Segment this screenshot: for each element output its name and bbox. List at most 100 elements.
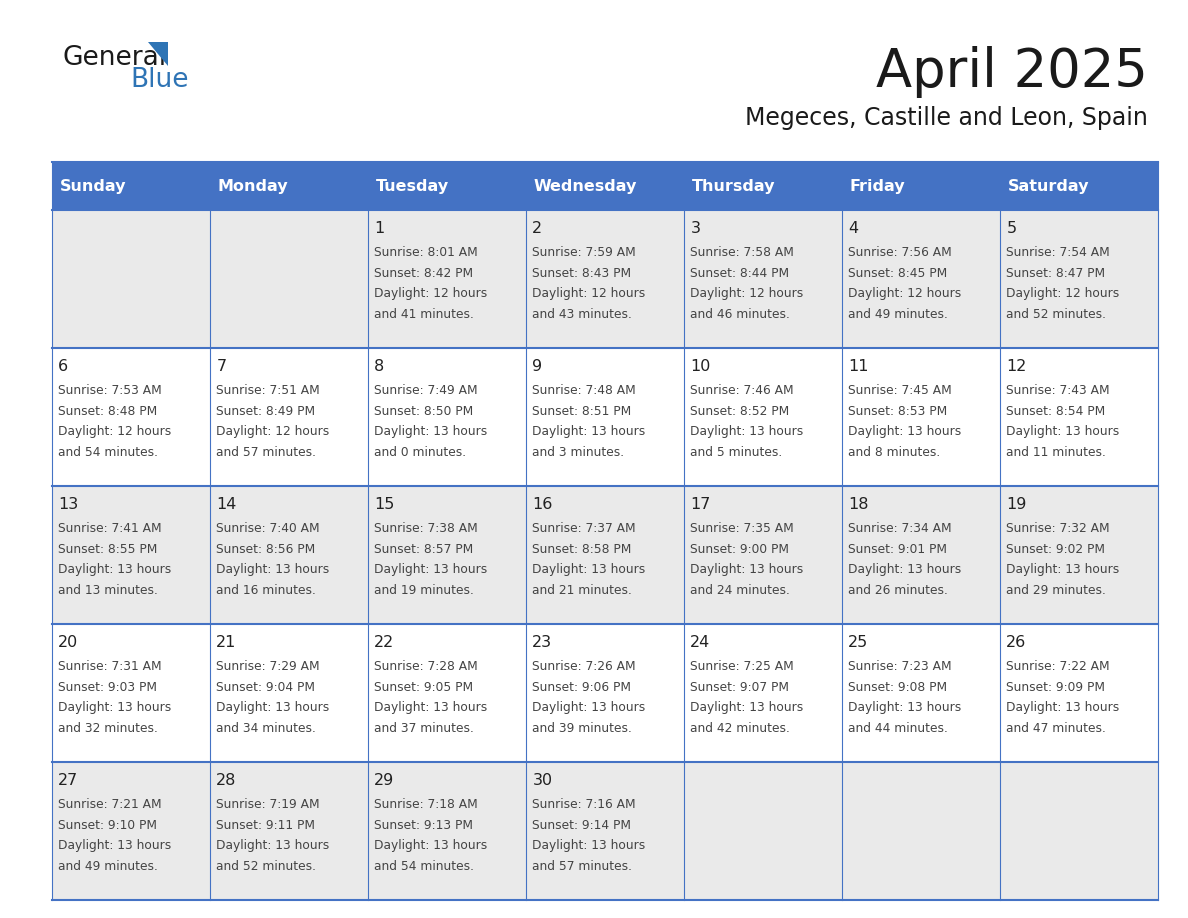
Bar <box>1000 348 1158 486</box>
Text: Sunset: 8:58 PM: Sunset: 8:58 PM <box>532 543 632 555</box>
Bar <box>526 348 684 486</box>
Text: and 19 minutes.: and 19 minutes. <box>374 584 474 597</box>
Text: and 52 minutes.: and 52 minutes. <box>1006 308 1106 321</box>
Text: 20: 20 <box>58 635 78 650</box>
Text: April 2025: April 2025 <box>876 46 1148 98</box>
Text: 4: 4 <box>848 221 859 236</box>
Bar <box>1000 210 1158 348</box>
Text: Sunset: 9:06 PM: Sunset: 9:06 PM <box>532 680 631 694</box>
Text: and 49 minutes.: and 49 minutes. <box>848 308 948 321</box>
Text: Thursday: Thursday <box>691 178 776 194</box>
Text: Sunset: 9:10 PM: Sunset: 9:10 PM <box>58 819 157 832</box>
Text: and 41 minutes.: and 41 minutes. <box>374 308 474 321</box>
Text: 23: 23 <box>532 635 552 650</box>
Text: 3: 3 <box>690 221 700 236</box>
Text: Sunset: 8:57 PM: Sunset: 8:57 PM <box>374 543 474 555</box>
Text: Sunset: 9:04 PM: Sunset: 9:04 PM <box>216 680 315 694</box>
Bar <box>684 162 842 210</box>
Text: Daylight: 13 hours: Daylight: 13 hours <box>216 701 329 714</box>
Bar <box>210 762 368 900</box>
Text: and 0 minutes.: and 0 minutes. <box>374 446 467 459</box>
Text: and 29 minutes.: and 29 minutes. <box>1006 584 1106 597</box>
Text: Friday: Friday <box>849 178 905 194</box>
Text: Daylight: 12 hours: Daylight: 12 hours <box>58 425 171 438</box>
Bar <box>368 162 526 210</box>
Text: 21: 21 <box>216 635 236 650</box>
Bar <box>1000 762 1158 900</box>
Text: Sunrise: 7:34 AM: Sunrise: 7:34 AM <box>848 521 952 535</box>
Bar <box>210 210 368 348</box>
Text: 13: 13 <box>58 497 78 512</box>
Text: Daylight: 13 hours: Daylight: 13 hours <box>374 564 487 577</box>
Bar <box>842 210 1000 348</box>
Bar <box>52 762 210 900</box>
Text: Sunrise: 7:16 AM: Sunrise: 7:16 AM <box>532 798 636 811</box>
Text: Daylight: 13 hours: Daylight: 13 hours <box>58 701 171 714</box>
Bar <box>684 762 842 900</box>
Bar <box>842 624 1000 762</box>
Text: and 54 minutes.: and 54 minutes. <box>58 446 158 459</box>
Text: Sunset: 9:01 PM: Sunset: 9:01 PM <box>848 543 947 555</box>
Text: and 44 minutes.: and 44 minutes. <box>848 722 948 735</box>
Bar <box>210 162 368 210</box>
Text: 22: 22 <box>374 635 394 650</box>
Text: 8: 8 <box>374 359 385 374</box>
Text: Daylight: 13 hours: Daylight: 13 hours <box>216 564 329 577</box>
Text: 2: 2 <box>532 221 543 236</box>
Text: Daylight: 13 hours: Daylight: 13 hours <box>848 425 961 438</box>
Text: and 24 minutes.: and 24 minutes. <box>690 584 790 597</box>
Text: 25: 25 <box>848 635 868 650</box>
Text: Saturday: Saturday <box>1007 178 1089 194</box>
Text: and 26 minutes.: and 26 minutes. <box>848 584 948 597</box>
Text: Sunrise: 7:49 AM: Sunrise: 7:49 AM <box>374 384 478 397</box>
Text: Sunset: 8:52 PM: Sunset: 8:52 PM <box>690 405 790 418</box>
Bar <box>368 486 526 624</box>
Text: Daylight: 12 hours: Daylight: 12 hours <box>216 425 329 438</box>
Text: Sunset: 8:51 PM: Sunset: 8:51 PM <box>532 405 632 418</box>
Bar <box>52 486 210 624</box>
Bar <box>526 162 684 210</box>
Text: Sunday: Sunday <box>59 178 126 194</box>
Bar <box>210 624 368 762</box>
Bar <box>368 210 526 348</box>
Text: Daylight: 13 hours: Daylight: 13 hours <box>690 701 803 714</box>
Text: Daylight: 12 hours: Daylight: 12 hours <box>532 287 645 300</box>
Text: Daylight: 13 hours: Daylight: 13 hours <box>58 564 171 577</box>
Text: and 47 minutes.: and 47 minutes. <box>1006 722 1106 735</box>
Text: Daylight: 13 hours: Daylight: 13 hours <box>1006 425 1119 438</box>
Text: Sunrise: 7:51 AM: Sunrise: 7:51 AM <box>216 384 320 397</box>
Text: 29: 29 <box>374 773 394 788</box>
Text: Sunset: 9:14 PM: Sunset: 9:14 PM <box>532 819 631 832</box>
Text: 17: 17 <box>690 497 710 512</box>
Text: Sunset: 8:50 PM: Sunset: 8:50 PM <box>374 405 474 418</box>
Text: Wednesday: Wednesday <box>533 178 637 194</box>
Text: Tuesday: Tuesday <box>375 178 449 194</box>
Text: and 11 minutes.: and 11 minutes. <box>1006 446 1106 459</box>
Text: Sunrise: 7:41 AM: Sunrise: 7:41 AM <box>58 521 162 535</box>
Bar <box>526 210 684 348</box>
Text: 19: 19 <box>1006 497 1026 512</box>
Text: and 49 minutes.: and 49 minutes. <box>58 860 158 873</box>
Text: and 52 minutes.: and 52 minutes. <box>216 860 316 873</box>
Bar <box>52 162 210 210</box>
Text: Sunset: 8:53 PM: Sunset: 8:53 PM <box>848 405 948 418</box>
Text: and 3 minutes.: and 3 minutes. <box>532 446 625 459</box>
Text: Sunset: 8:55 PM: Sunset: 8:55 PM <box>58 543 158 555</box>
Text: Sunset: 9:00 PM: Sunset: 9:00 PM <box>690 543 789 555</box>
Text: Daylight: 13 hours: Daylight: 13 hours <box>532 839 645 852</box>
Text: Sunset: 9:11 PM: Sunset: 9:11 PM <box>216 819 315 832</box>
Text: Daylight: 13 hours: Daylight: 13 hours <box>1006 701 1119 714</box>
Polygon shape <box>148 42 168 66</box>
Bar <box>842 762 1000 900</box>
Text: 15: 15 <box>374 497 394 512</box>
Text: Sunset: 8:45 PM: Sunset: 8:45 PM <box>848 266 948 280</box>
Text: Sunset: 9:09 PM: Sunset: 9:09 PM <box>1006 680 1105 694</box>
Text: Daylight: 13 hours: Daylight: 13 hours <box>374 425 487 438</box>
Bar <box>368 348 526 486</box>
Bar <box>52 348 210 486</box>
Text: 12: 12 <box>1006 359 1026 374</box>
Text: Sunrise: 7:43 AM: Sunrise: 7:43 AM <box>1006 384 1110 397</box>
Text: Daylight: 13 hours: Daylight: 13 hours <box>1006 564 1119 577</box>
Text: Daylight: 13 hours: Daylight: 13 hours <box>374 701 487 714</box>
Text: 24: 24 <box>690 635 710 650</box>
